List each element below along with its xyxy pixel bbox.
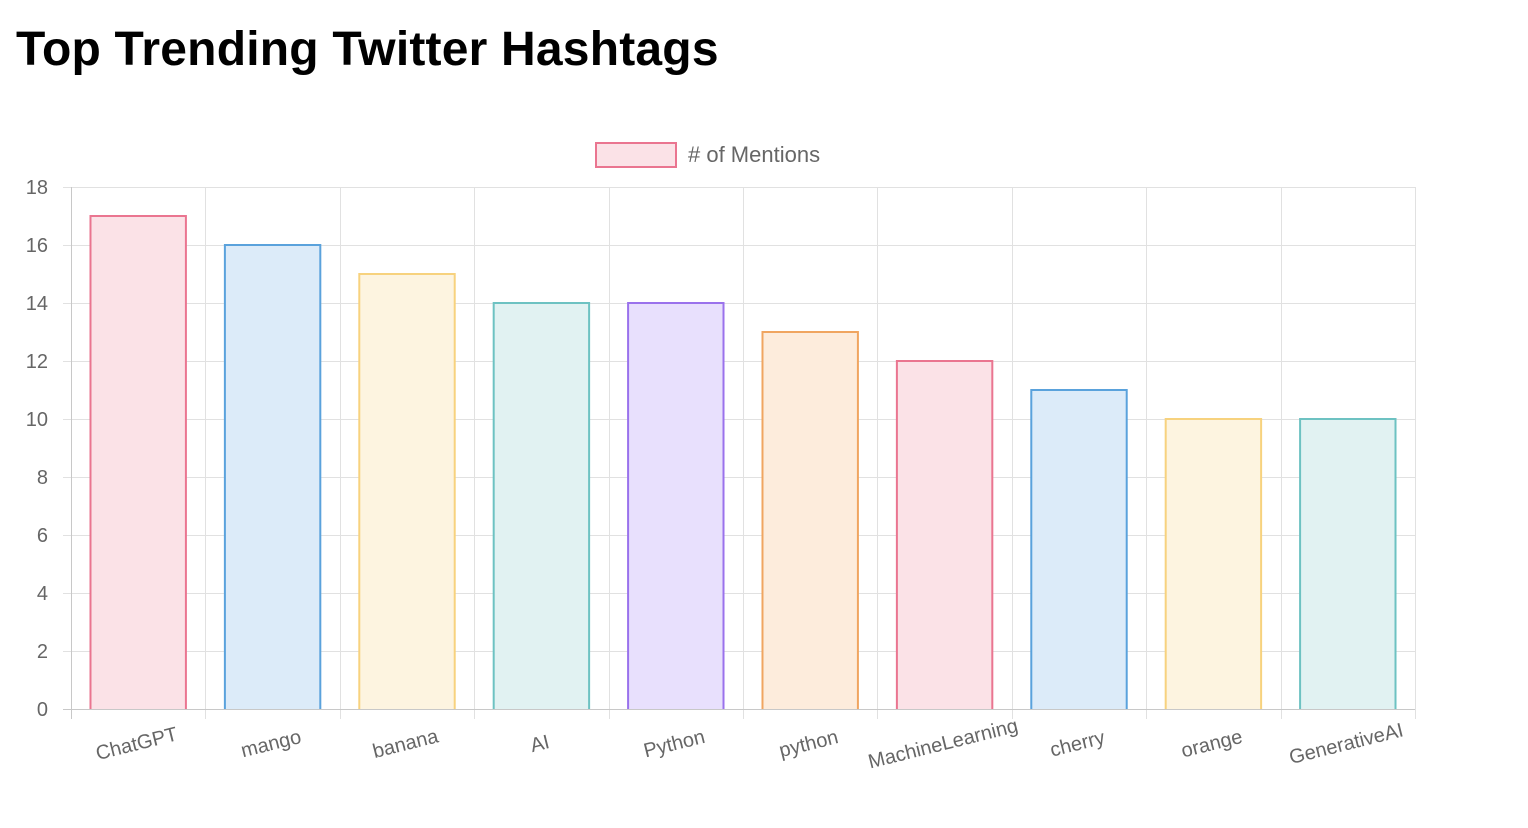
y-tick-label: 14 — [26, 293, 48, 315]
bar-chatgpt[interactable] — [90, 216, 186, 709]
legend[interactable]: # of Mentions — [595, 142, 820, 168]
x-tick-label: orange — [1179, 726, 1245, 762]
bar-orange[interactable] — [1165, 419, 1262, 709]
x-tick-label: Python — [641, 726, 707, 762]
x-tick-label: MachineLearning — [866, 715, 1020, 773]
bar-outline — [1299, 418, 1397, 709]
y-tick-label: 2 — [37, 641, 48, 663]
legend-label[interactable]: # of Mentions — [688, 142, 820, 167]
y-tick-label: 8 — [37, 467, 48, 489]
bar-cherry[interactable] — [1031, 390, 1127, 709]
y-tick-label: 10 — [26, 409, 48, 431]
x-tick-label: mango — [239, 726, 304, 762]
bar-mango[interactable] — [224, 245, 321, 709]
bar-python[interactable] — [628, 303, 724, 709]
x-tick-label: python — [777, 726, 841, 762]
bars — [89, 215, 1397, 709]
bar-ai[interactable] — [493, 303, 590, 709]
y-tick-label: 0 — [37, 699, 48, 721]
axes — [71, 187, 1415, 710]
x-tick-label: AI — [528, 731, 552, 757]
x-tick-label: GenerativeAI — [1287, 719, 1406, 769]
bar-banana[interactable] — [359, 274, 455, 709]
x-tick-label: cherry — [1048, 727, 1107, 762]
bar-outline — [358, 273, 456, 709]
bar-generativeai[interactable] — [1300, 419, 1396, 709]
bar-outline — [627, 302, 725, 709]
y-tick-label: 12 — [26, 351, 48, 373]
page-title: Top Trending Twitter Hashtags — [16, 23, 719, 76]
bar-machinelearning[interactable] — [896, 361, 993, 709]
y-tick-label: 18 — [26, 177, 48, 199]
y-axis-tick-labels: 0 2 4 6 8 10 12 14 16 18 — [26, 177, 48, 721]
y-tick-label: 16 — [26, 235, 48, 257]
bar-outline — [1164, 418, 1263, 709]
x-tick-label: ChatGPT — [94, 723, 180, 765]
bar-outline — [492, 302, 591, 709]
bar-outline — [1030, 389, 1128, 709]
x-axis-tick-labels: ChatGPT mango banana AI Python python MachineL… — [94, 715, 1406, 773]
y-tick-label: 4 — [37, 583, 48, 605]
bar-python[interactable] — [762, 332, 858, 709]
bar-outline — [223, 244, 322, 709]
bar-outline — [761, 331, 859, 709]
bar-outline — [895, 360, 994, 709]
legend-swatch[interactable] — [595, 142, 677, 168]
y-tick-label: 6 — [37, 525, 48, 547]
x-tick-label: banana — [371, 725, 442, 763]
bar-outline — [89, 215, 187, 709]
